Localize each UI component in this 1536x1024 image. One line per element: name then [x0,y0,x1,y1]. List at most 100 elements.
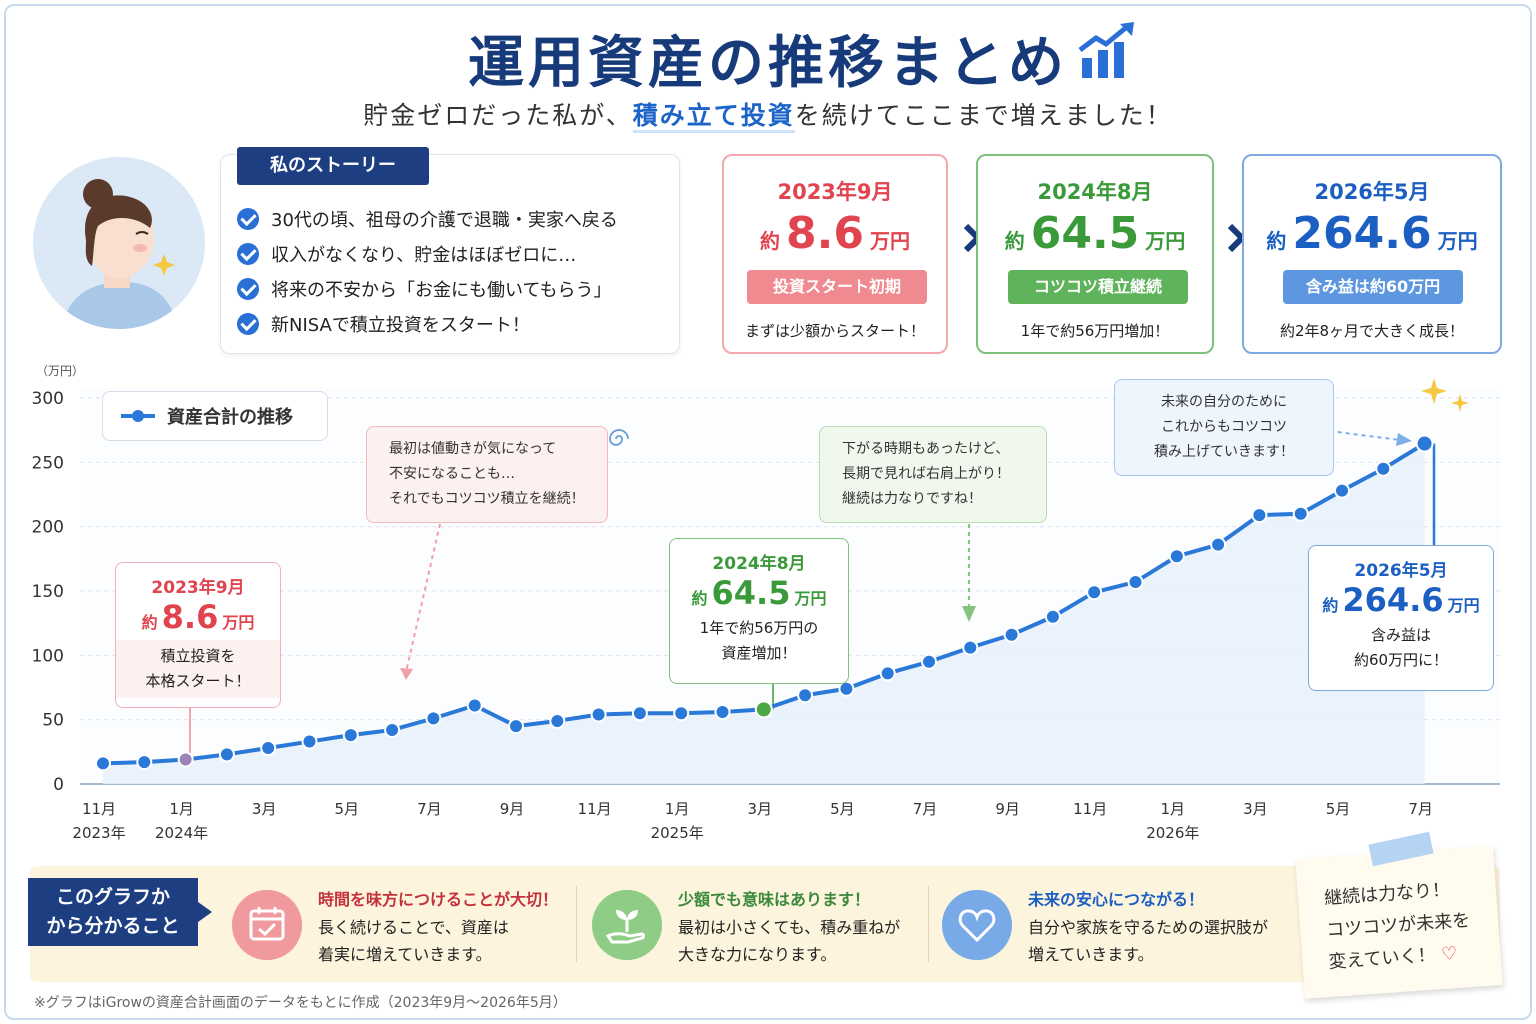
sparkle-icon [1421,378,1447,404]
amount-prefix: 約 [1266,229,1287,253]
data-point [95,755,111,772]
takeaways-tag: このグラフか から分かること [28,878,212,946]
data-point [136,754,153,771]
data-point [590,706,607,723]
amount-value: 264.6 [1342,581,1444,619]
takeaway-item: 時間を味方につけることが大切！ 長く続けることで、資産は 着実に増えていきます。 [212,866,572,982]
amount-unit: 万円 [1145,229,1186,253]
story-item: 30代の頃、祖母の介護で退職・実家へ戻る [237,201,618,236]
note-line: 積立投資を [160,647,236,665]
x-tick-label: 11月 [82,800,116,818]
takeaway-desc: 最初は小さくても、積み重ねが 大きな力になります。 [678,914,900,968]
amount-unit: 万円 [1437,229,1478,253]
note-line: 含み益は [1370,626,1431,644]
data-point [1251,507,1268,524]
callout-line: 長期で見れば右肩上がり！ [842,466,1010,482]
story-tag: 私のストーリー [237,147,429,185]
amount-prefix: 約 [691,589,708,608]
check-icon [237,277,259,300]
chart-legend: 資産合計の推移 [102,391,328,441]
data-point [1168,548,1185,565]
sticky-note: 継続は力なり！ コツコツが未来を 変えていく！ ♡ [1295,845,1503,999]
footnote: ※グラフはiGrowの資産合計画面のデータをもとに作成（2023年9月〜2026… [34,995,567,1011]
sparkle-icon [1451,394,1469,412]
note-line: 約60万円に！ [1353,651,1449,669]
data-point [754,700,773,719]
data-point [879,665,896,682]
card-amount: 約 8.6 万円 [724,208,946,259]
card-badge: 投資スタート初期 [747,270,927,304]
data-point [549,712,566,729]
note-text: 変えていく！ [1327,944,1437,973]
amount-prefix: 約 [1322,596,1339,615]
tag-line: このグラフか [55,886,170,908]
sprout-hand-icon [592,890,662,960]
x-tick-year-label: 2025年 [651,824,704,842]
check-icon [237,312,259,335]
annotation-amount: 約 264.6 万円 [1309,581,1493,619]
card-amount: 約 264.6 万円 [1244,208,1500,259]
data-point [1292,505,1309,522]
takeaway-desc: 自分や家族を守るための選択肢が 増えていきます。 [1028,914,1268,968]
takeaway-title: 時間を味方につけることが大切！ [318,890,559,909]
x-tick-label: 7月 [1408,800,1433,818]
desc-line: 自分や家族を守るための選択肢が [1028,918,1269,937]
rising-chart-icon [1078,22,1134,78]
callout-future: 未来の自分のために これからもコツコツ 積み上げていきます！ [1114,379,1334,476]
note-line: 本格スタート！ [145,672,251,690]
data-point [466,697,483,714]
callout-line: 未来の自分のために [1161,394,1287,410]
desc-line: 増えていきます。 [1028,945,1154,964]
y-tick-label: 300 [32,389,64,409]
card-note: 1年で約56万円増加！ [1020,322,1170,340]
annotation-date: 2026年5月 [1354,561,1448,581]
annotation-date: 2023年9月 [151,578,245,598]
data-point [425,710,442,727]
avatar [33,157,205,329]
data-point [1086,584,1103,601]
callout-line: 積み上げていきます！ [1154,444,1294,460]
x-tick-label: 9月 [995,800,1020,818]
callout-arrow [405,523,441,673]
story-item-text: 新NISAで積立投資をスタート！ [271,314,530,336]
page-frame [4,4,1532,1020]
data-point [1334,482,1350,499]
annotation-amount: 約 8.6 万円 [116,598,280,636]
takeaway-item: 少額でも意味はあります！ 最初は小さくても、積み重ねが 大きな力になります。 [572,866,932,982]
annotation-end: 2026年5月 約 264.6 万円 含み益は 約60万円に！ [1308,545,1494,691]
callout-arrowhead [400,668,413,680]
check-icon [237,242,259,265]
tag-line: から分かること [46,915,180,937]
x-tick-label: 1月 [1161,800,1186,818]
x-tick-label: 3月 [748,800,773,818]
takeaway-item: 未来の安心につながる！ 自分や家族を守るための選択肢が 増えていきます。 [922,866,1282,982]
note-line: 1年で約56万円の [699,619,819,637]
data-point [177,751,194,768]
callout-worry: 最初は値動きが気になって 不安になることも… それでもコツコツ積立を継続！ [366,426,608,523]
data-point [342,727,359,744]
data-point [1415,434,1434,453]
card-badge: コツコツ積立継続 [1008,270,1188,304]
amount-value: 264.6 [1292,208,1432,259]
heart-icon: ♡ [1440,943,1459,966]
story-item-text: 30代の頃、祖母の介護で退職・実家へ戻る [271,209,618,231]
callout-line: 継続は力なりですね！ [842,491,982,507]
data-point [1210,536,1227,553]
subtitle-text: 貯金ゼロだった私が、 [363,101,633,130]
callout-line: 下がる時期もあったけど、 [842,441,1010,457]
note-line: 資産増加！ [721,644,797,662]
data-point [1003,626,1020,643]
story-box: 私のストーリー 30代の頃、祖母の介護で退職・実家へ戻る 収入がなくなり、貯金は… [220,147,680,354]
annotation-mid: 2024年8月 約 64.5 万円 1年で約56万円の 資産増加！ [669,538,849,684]
card-date: 2023年9月 [777,180,893,204]
x-tick-label: 9月 [500,800,525,818]
x-tick-label: 7月 [417,800,442,818]
x-tick-label: 11月 [578,800,612,818]
amount-unit: 万円 [794,589,827,608]
amount-prefix: 約 [1004,229,1025,253]
card-amount: 約 64.5 万円 [978,208,1212,259]
legend-label: 資産合計の推移 [167,407,293,428]
data-point [301,733,318,750]
legend-marker [121,410,155,422]
callout-line: それでもコツコツ積立を継続！ [389,491,585,507]
